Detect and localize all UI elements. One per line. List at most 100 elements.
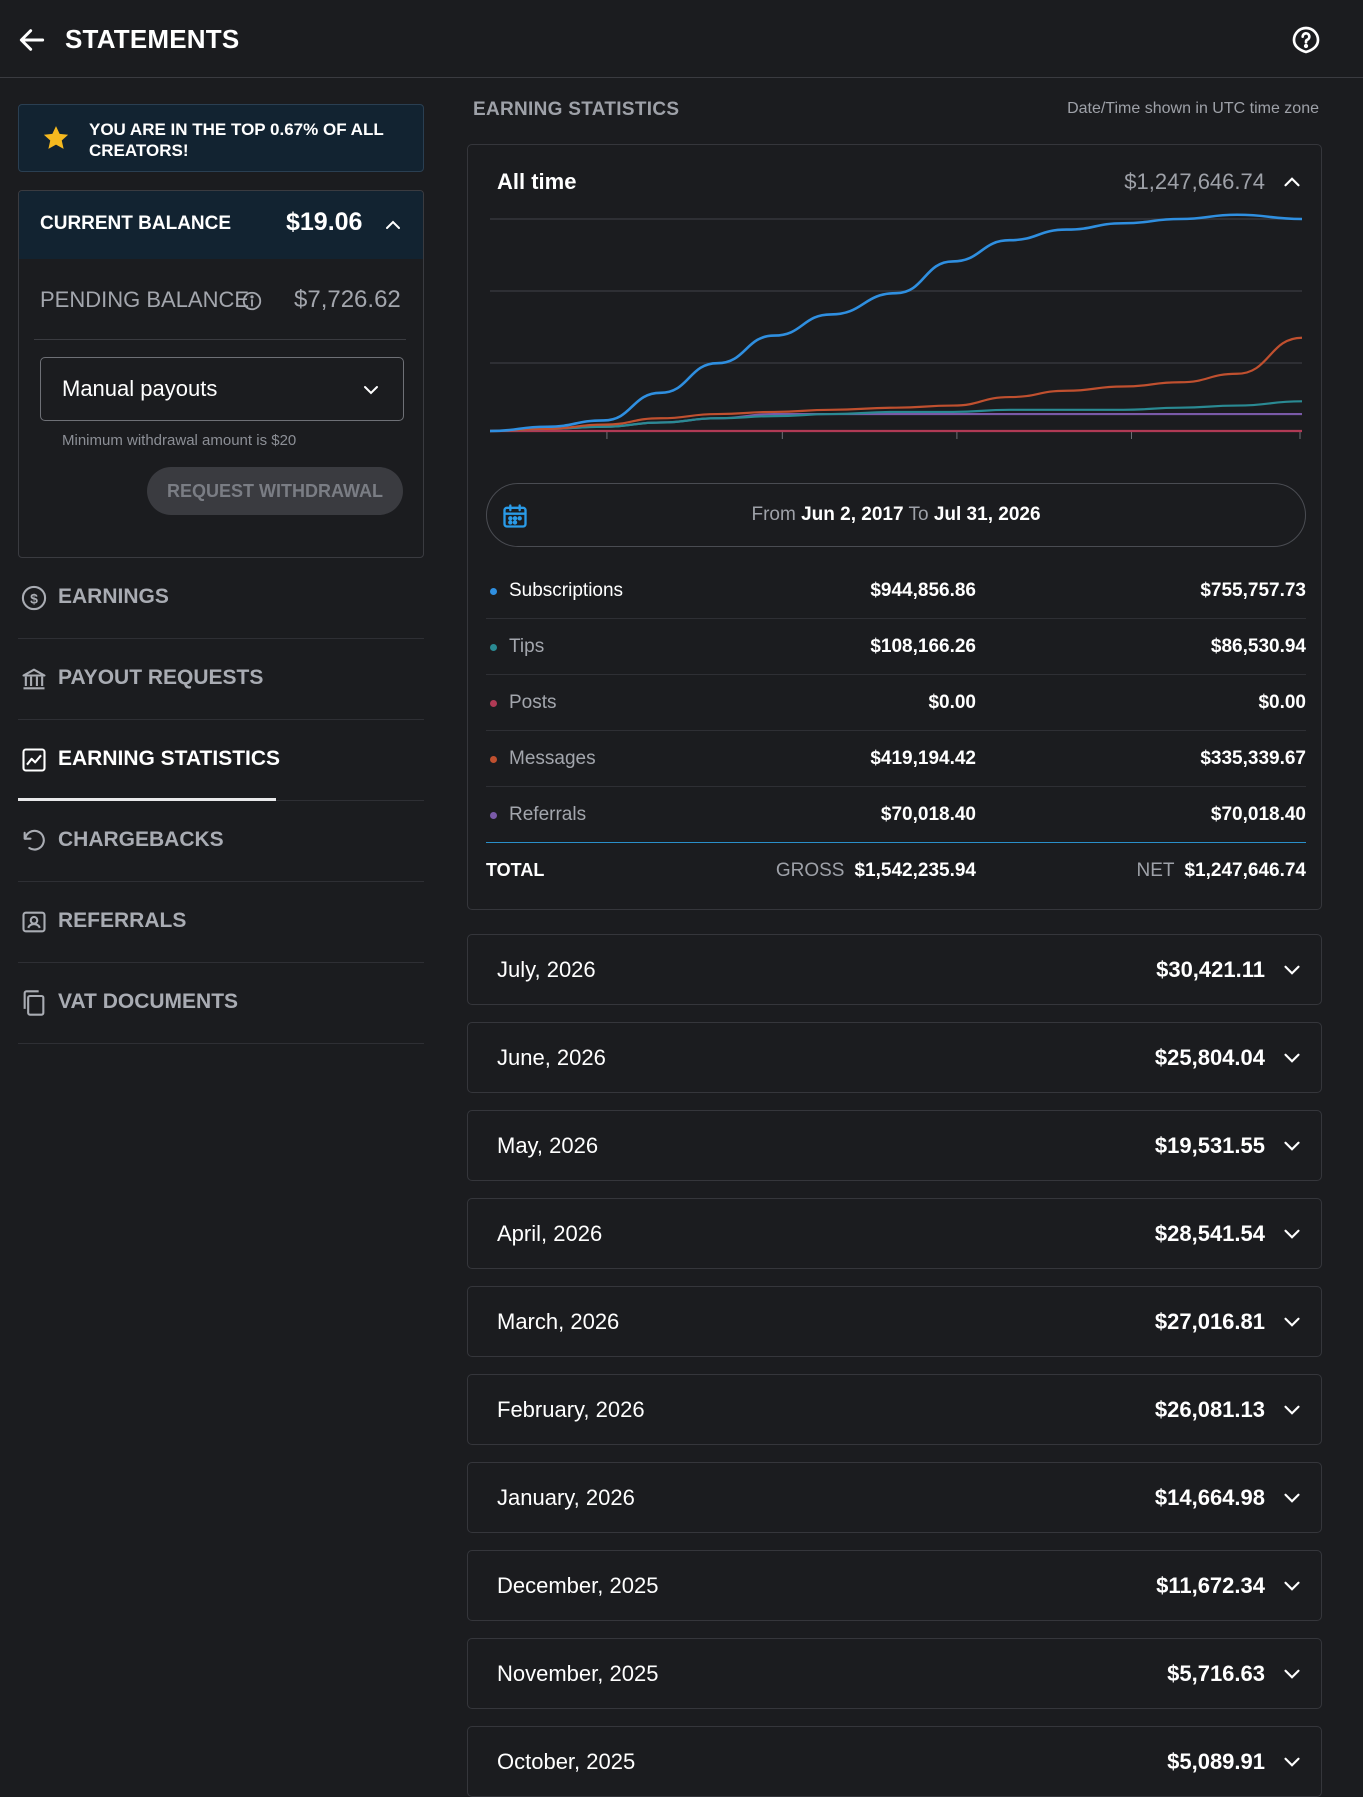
month-name: April, 2026 bbox=[497, 1221, 603, 1246]
breakdown-name: Posts bbox=[509, 692, 557, 713]
month-amount: $26,081.13 bbox=[1154, 1397, 1265, 1422]
month-row[interactable]: April, 2026 $28,541.54 bbox=[467, 1198, 1322, 1269]
sidebar-item-label: CHARGEBACKS bbox=[58, 828, 224, 851]
month-name: October, 2025 bbox=[497, 1749, 636, 1774]
total-row: TOTAL GROSS $1,542,235.94 NET $1,247,646.74 bbox=[486, 843, 1306, 898]
date-range-picker[interactable]: From Jun 2, 2017 To Jul 31, 2026 bbox=[486, 483, 1306, 547]
total-net: NET $1,247,646.74 bbox=[1136, 860, 1306, 881]
month-row[interactable]: March, 2026 $27,016.81 bbox=[467, 1286, 1322, 1357]
current-balance-header[interactable]: CURRENT BALANCE $19.06 bbox=[19, 191, 423, 259]
chevron-down-icon[interactable] bbox=[1279, 1397, 1305, 1423]
balance-panel: CURRENT BALANCE $19.06 PENDING BALANCE $… bbox=[18, 190, 424, 558]
timezone-note: Date/Time shown in UTC time zone bbox=[1067, 100, 1319, 117]
page-title: STATEMENTS bbox=[65, 24, 240, 54]
chevron-down-icon[interactable] bbox=[1279, 1485, 1305, 1511]
help-icon[interactable] bbox=[1290, 24, 1322, 56]
month-row[interactable]: July, 2026 $30,421.11 bbox=[467, 934, 1322, 1005]
series-line-referrals bbox=[490, 412, 1302, 433]
breakdown-table: Subscriptions $944,856.86 $755,757.73 Tips $… bbox=[486, 563, 1306, 898]
total-label: TOTAL bbox=[486, 860, 545, 880]
breakdown-gross: $0.00 bbox=[928, 692, 976, 713]
sidebar-item-label: EARNING STATISTICS bbox=[58, 747, 281, 770]
svg-text:$: $ bbox=[30, 590, 38, 606]
series-dot bbox=[490, 756, 497, 763]
month-row[interactable]: December, 2025 $11,672.34 bbox=[467, 1550, 1322, 1621]
copy-icon bbox=[23, 990, 45, 1016]
month-row[interactable]: June, 2026 $25,804.04 bbox=[467, 1022, 1322, 1093]
balance-body: PENDING BALANCE $7,726.62 Manual payouts… bbox=[19, 259, 423, 557]
sidebar: YOU ARE IN THE TOP 0.67% OF ALL CREATORS… bbox=[18, 104, 424, 1044]
pending-balance-label: PENDING BALANCE bbox=[40, 287, 250, 312]
chevron-down-icon bbox=[364, 386, 378, 395]
from-label: From bbox=[751, 504, 796, 525]
series-dot bbox=[490, 700, 497, 707]
month-amount: $25,804.04 bbox=[1154, 1045, 1265, 1070]
sidebar-item-earnings[interactable]: $ EARNINGS bbox=[18, 558, 424, 639]
chart-icon bbox=[22, 748, 46, 772]
month-amount: $30,421.11 bbox=[1156, 957, 1265, 982]
sidebar-item-earning-statistics[interactable]: EARNING STATISTICS bbox=[18, 720, 424, 801]
min-withdrawal-note: Minimum withdrawal amount is $20 bbox=[62, 432, 297, 449]
month-row[interactable]: November, 2025 $5,716.63 bbox=[467, 1638, 1322, 1709]
bank-icon bbox=[22, 668, 46, 690]
month-row[interactable]: October, 2025 $5,089.91 bbox=[467, 1726, 1322, 1797]
month-amount: $11,672.34 bbox=[1156, 1573, 1265, 1598]
breakdown-row: Posts $0.00 $0.00 bbox=[486, 675, 1306, 731]
month-amount: $27,016.81 bbox=[1154, 1309, 1265, 1334]
chevron-up-icon[interactable] bbox=[1279, 169, 1305, 195]
payout-mode-select[interactable]: Manual payouts bbox=[40, 357, 404, 421]
month-row[interactable]: May, 2026 $19,531.55 bbox=[467, 1110, 1322, 1181]
sidebar-nav: $ EARNINGS PAYOUT REQUESTS EARNING STATI… bbox=[18, 558, 424, 1044]
series-line-subscriptions bbox=[490, 213, 1302, 433]
breakdown-gross: $419,194.42 bbox=[870, 748, 976, 769]
chevron-down-icon[interactable] bbox=[1279, 1133, 1305, 1159]
month-name: June, 2026 bbox=[497, 1045, 606, 1070]
breakdown-net: $86,530.94 bbox=[1210, 636, 1306, 657]
breakdown-net: $0.00 bbox=[1258, 692, 1306, 713]
to-date: Jul 31, 2026 bbox=[933, 504, 1041, 525]
breakdown-row: Referrals $70,018.40 $70,018.40 bbox=[486, 787, 1306, 843]
top-bar: STATEMENTS bbox=[0, 0, 1363, 78]
sidebar-item-chargebacks[interactable]: CHARGEBACKS bbox=[18, 801, 424, 882]
breakdown-net: $335,339.67 bbox=[1200, 748, 1306, 769]
chevron-down-icon[interactable] bbox=[1279, 1221, 1305, 1247]
month-amount: $5,089.91 bbox=[1167, 1749, 1265, 1774]
chevron-up-icon[interactable] bbox=[381, 213, 405, 237]
divider bbox=[34, 339, 406, 340]
user-card-icon bbox=[22, 911, 46, 933]
active-underline bbox=[18, 798, 276, 801]
star-icon bbox=[43, 126, 69, 149]
month-name: July, 2026 bbox=[497, 957, 596, 982]
sidebar-item-referrals[interactable]: REFERRALS bbox=[18, 882, 424, 963]
chevron-down-icon[interactable] bbox=[1279, 1661, 1305, 1687]
all-time-card: All time $1,247,646.74 22 Aug 1821 Jun 2… bbox=[467, 144, 1322, 910]
month-name: January, 2026 bbox=[497, 1485, 635, 1510]
series-dot bbox=[490, 812, 497, 819]
info-icon[interactable] bbox=[241, 290, 263, 312]
month-name: December, 2025 bbox=[497, 1573, 659, 1598]
sidebar-item-vat-documents[interactable]: VAT DOCUMENTS bbox=[18, 963, 424, 1044]
chevron-down-icon[interactable] bbox=[1279, 1573, 1305, 1599]
breakdown-net: $755,757.73 bbox=[1200, 580, 1306, 601]
month-row[interactable]: February, 2026 $26,081.13 bbox=[467, 1374, 1322, 1445]
back-arrow-icon[interactable] bbox=[16, 24, 48, 56]
chevron-down-icon[interactable] bbox=[1279, 957, 1305, 983]
sidebar-item-payout-requests[interactable]: PAYOUT REQUESTS bbox=[18, 639, 424, 720]
dollar-circle-icon: $ bbox=[21, 585, 47, 611]
total-gross: GROSS $1,542,235.94 bbox=[775, 860, 976, 881]
date-range-text: From Jun 2, 2017 To Jul 31, 2026 bbox=[487, 504, 1305, 526]
chevron-down-icon[interactable] bbox=[1279, 1309, 1305, 1335]
series-dot bbox=[490, 644, 497, 651]
breakdown-name: Tips bbox=[509, 636, 545, 657]
sidebar-item-label: EARNINGS bbox=[58, 585, 169, 608]
chevron-down-icon[interactable] bbox=[1279, 1749, 1305, 1775]
chevron-down-icon[interactable] bbox=[1279, 1045, 1305, 1071]
sidebar-item-label: PAYOUT REQUESTS bbox=[58, 666, 264, 689]
breakdown-row: Subscriptions $944,856.86 $755,757.73 bbox=[486, 563, 1306, 619]
month-row[interactable]: January, 2026 $14,664.98 bbox=[467, 1462, 1322, 1533]
to-label: To bbox=[908, 504, 929, 525]
breakdown-gross: $108,166.26 bbox=[870, 636, 976, 657]
section-title: EARNING STATISTICS bbox=[473, 99, 680, 120]
request-withdrawal-button[interactable]: REQUEST WITHDRAWAL bbox=[147, 467, 403, 515]
month-name: May, 2026 bbox=[497, 1133, 599, 1158]
